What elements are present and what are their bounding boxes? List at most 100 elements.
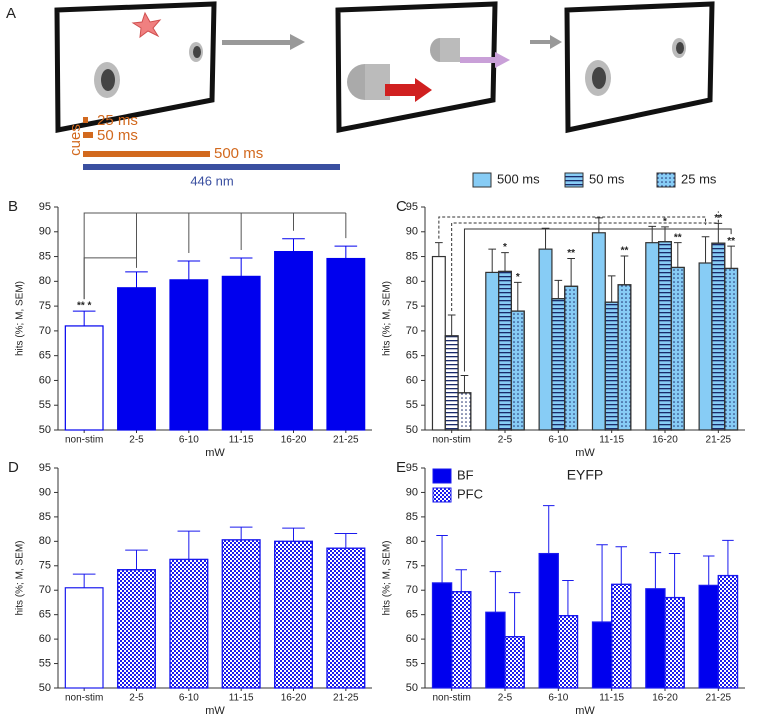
- arrow: [385, 78, 432, 102]
- error-bar: [282, 527, 305, 542]
- y-tick-label: 65: [406, 350, 418, 362]
- x-axis-label: mW: [205, 447, 225, 459]
- y-tick-label: 70: [39, 584, 51, 596]
- error-bar: [460, 374, 469, 393]
- x-axis-label: mW: [205, 705, 225, 717]
- significance: *: [516, 272, 520, 283]
- bar-pattern: [617, 284, 632, 431]
- cue-bar: [83, 151, 210, 157]
- bar-pattern: [169, 558, 209, 689]
- bar-pattern: [117, 569, 156, 689]
- y-tick-label: 60: [406, 374, 418, 386]
- y-tick-label: 90: [39, 486, 51, 498]
- y-tick-label: 55: [406, 657, 418, 669]
- significance: *: [503, 242, 507, 253]
- x-tick-label: 16-20: [652, 435, 678, 446]
- x-tick-label: 6-10: [548, 693, 568, 704]
- y-tick-label: 70: [406, 584, 418, 596]
- x-tick-label: non-stim: [65, 693, 103, 704]
- x-tick-label: 6-10: [179, 435, 199, 446]
- error-bar: [72, 573, 96, 588]
- y-tick-label: 90: [406, 486, 418, 498]
- panel-label: C: [396, 198, 407, 215]
- cue-bar: [83, 117, 88, 123]
- error-bar: [435, 242, 443, 257]
- x-tick-label: 11-15: [229, 693, 254, 704]
- y-axis-label: hits (%; M, SEM): [382, 281, 393, 356]
- significance: **: [714, 213, 722, 224]
- error-bar: [436, 534, 448, 583]
- legend-label: 500 ms: [497, 171, 540, 186]
- error-bar: [542, 505, 555, 554]
- error-bar: [649, 552, 662, 589]
- bar-pattern: [444, 335, 459, 431]
- bar-pattern: [457, 392, 472, 431]
- error-bar: [607, 275, 616, 303]
- significance: **: [674, 232, 682, 243]
- port: [676, 42, 684, 54]
- chart-title: EYFP: [567, 467, 604, 483]
- cue-bar: [83, 132, 93, 138]
- bar-pattern: [724, 267, 739, 431]
- bar-pattern: [274, 540, 313, 689]
- y-tick-label: 95: [39, 462, 51, 474]
- bar: [431, 582, 453, 689]
- x-tick-label: 21-25: [333, 435, 359, 446]
- legend-swatch-pattern: [564, 172, 584, 188]
- port: [193, 46, 201, 58]
- bar: [326, 257, 366, 431]
- legend-swatch: [472, 172, 492, 188]
- bar-pattern: [551, 298, 566, 431]
- stimulus: [131, 11, 162, 39]
- bar: [169, 279, 209, 431]
- bar-pattern: [498, 270, 513, 431]
- bracket: [451, 211, 719, 312]
- x-tick-label: 16-20: [652, 693, 678, 704]
- bar-pattern: [657, 241, 672, 431]
- error-bar: [488, 248, 497, 273]
- bar-pattern: [604, 301, 619, 431]
- error-bar: [455, 569, 468, 592]
- error-bar: [229, 257, 253, 277]
- x-tick-label: 21-25: [333, 693, 359, 704]
- error-bar: [489, 571, 502, 613]
- y-tick-label: 50: [39, 424, 51, 436]
- y-tick-label: 90: [39, 226, 51, 238]
- error-bar: [673, 242, 682, 268]
- bar-pattern: [557, 615, 579, 689]
- significance: **: [727, 236, 735, 247]
- bracket: [83, 212, 347, 300]
- error-bar: [125, 549, 148, 570]
- bar: [274, 251, 313, 431]
- error-bar: [554, 279, 563, 299]
- legend-swatch-pattern: [432, 487, 452, 503]
- y-axis-label: hits (%; M, SEM): [15, 540, 26, 615]
- y-tick-label: 50: [406, 424, 418, 436]
- bar: [698, 262, 713, 431]
- y-tick-label: 90: [406, 226, 418, 238]
- bar-pattern: [564, 285, 579, 431]
- significance: *: [663, 216, 667, 227]
- laser-bar: [83, 164, 340, 170]
- error-bar: [508, 592, 521, 637]
- bar-pattern: [221, 539, 261, 689]
- panel-label: D: [8, 459, 19, 476]
- x-tick-label: 2-5: [129, 435, 144, 446]
- x-tick-label: 11-15: [229, 435, 254, 446]
- panel-label: A: [6, 5, 16, 22]
- arrow: [222, 34, 305, 50]
- y-tick-label: 55: [39, 657, 51, 669]
- screen: [335, 1, 498, 134]
- error-bar: [702, 555, 715, 586]
- bar: [117, 287, 156, 431]
- legend-label: 25 ms: [681, 171, 717, 186]
- bracket: [83, 257, 137, 300]
- y-tick-label: 65: [406, 609, 418, 621]
- error-bar: [541, 227, 550, 250]
- bar: [431, 255, 446, 431]
- y-tick-label: 65: [39, 350, 51, 362]
- error-bar: [595, 217, 603, 233]
- y-tick-label: 85: [39, 250, 51, 262]
- error-bar: [668, 553, 681, 598]
